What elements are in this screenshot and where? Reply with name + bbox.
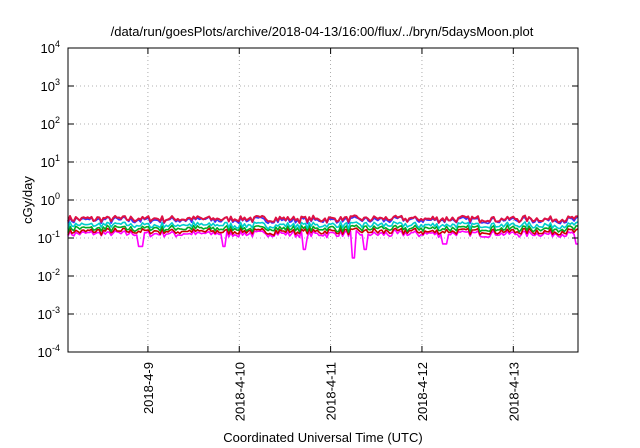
x-tick-label: 2018-4-11: [324, 362, 339, 420]
x-axis: 2018-4-9 2018-4-10 2018-4-11 2018-4-12 2018-…: [141, 48, 521, 421]
y-tick-label: 10-4: [38, 343, 60, 360]
y-tick-label: 103: [41, 77, 60, 94]
grid: [68, 48, 578, 352]
y-tick-label: 102: [41, 115, 60, 132]
x-tick-label: 2018-4-12: [415, 362, 430, 421]
x-tick-label: 2018-4-13: [506, 362, 521, 421]
series-line: [67, 227, 579, 237]
y-tick-label: 104: [41, 39, 60, 56]
y-tick-label: 10-1: [38, 229, 60, 246]
y-axis-label: cGy/day: [20, 176, 35, 224]
y-axis: 10-4 10-3 10-2 10-1 100 101 102 103 104: [38, 39, 578, 360]
chart-title: /data/run/goesPlots/archive/2018-04-13/1…: [111, 24, 534, 39]
series-line: [67, 221, 579, 230]
x-tick-label: 2018-4-10: [232, 362, 247, 421]
y-tick-label: 101: [41, 153, 60, 170]
y-tick-label: 10-3: [38, 305, 60, 322]
series-group: [67, 214, 579, 259]
series-line: [67, 214, 578, 224]
x-tick-label: 2018-4-9: [141, 362, 156, 414]
y-tick-label: 10-2: [38, 267, 60, 284]
series-line: [67, 224, 578, 233]
series-line: [67, 229, 578, 259]
y-tick-label: 100: [41, 191, 60, 208]
x-axis-label: Coordinated Universal Time (UTC): [223, 430, 422, 445]
